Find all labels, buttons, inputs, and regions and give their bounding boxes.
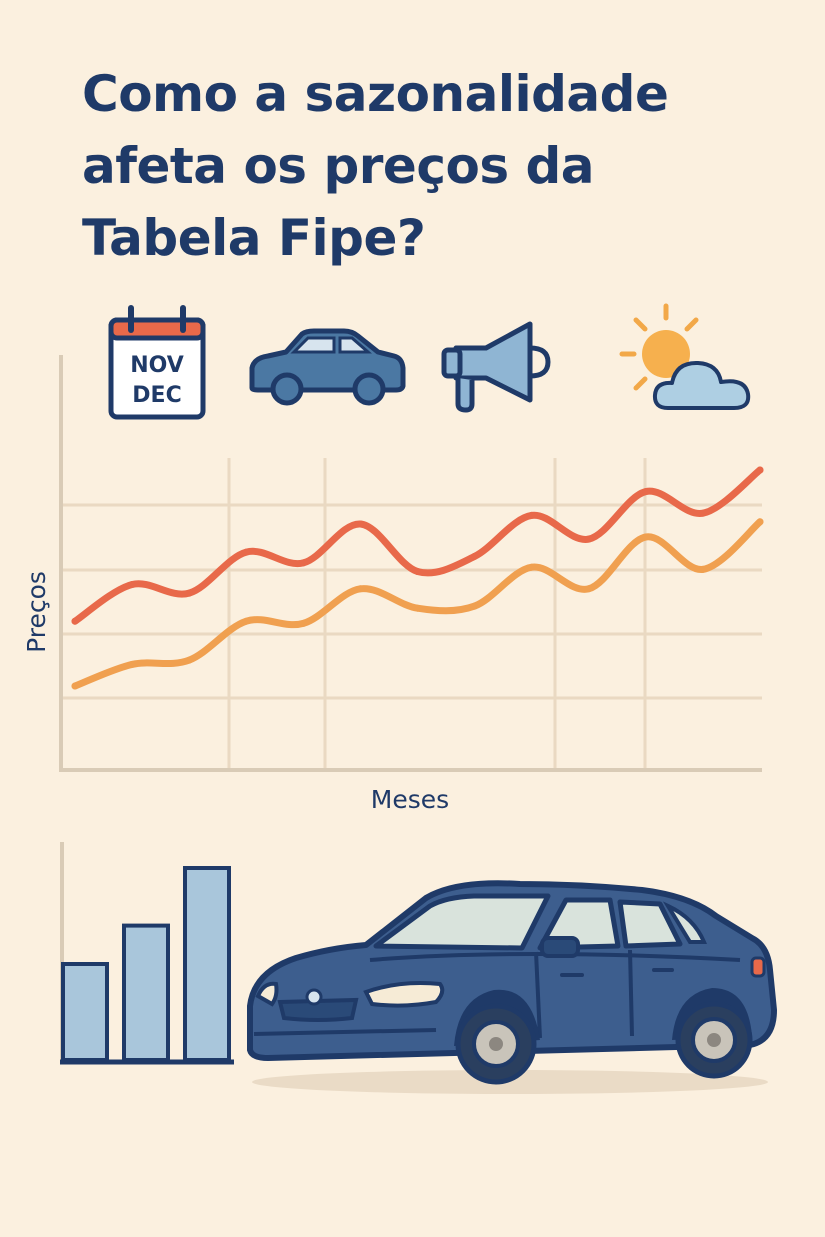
x-axis-label: Meses [371, 785, 449, 814]
title-line-1: Como a sazonalidade [82, 65, 669, 123]
series-1-point-7 [414, 568, 421, 575]
series-1-point-8 [471, 552, 479, 560]
series-2-point-7 [414, 604, 421, 612]
chart-grid [63, 458, 762, 768]
series-line-1 [71, 466, 764, 625]
series-1-point-10 [585, 535, 593, 543]
series-1-point-9 [528, 511, 536, 519]
bar-3 [183, 866, 231, 1062]
title-line-2: afeta os preços da [82, 137, 595, 195]
bar-2 [122, 923, 170, 1062]
car-illustration [247, 880, 777, 1094]
series-line-2 [71, 518, 764, 690]
megaphone-icon [441, 321, 551, 413]
calendar-icon: NOV DEC [108, 305, 206, 420]
series-2-point-2 [128, 660, 136, 668]
bars-group [60, 866, 234, 1065]
series-1-point-6 [356, 520, 364, 528]
series-1-point-2 [128, 581, 136, 588]
bar-chart [60, 842, 234, 1065]
series-2-point-11 [642, 533, 650, 541]
series-1-point-1 [71, 617, 79, 625]
car-icon [249, 328, 406, 406]
series-2-point-6 [356, 585, 364, 593]
calendar-month-2: DEC [132, 383, 181, 408]
series-2-point-13 [756, 518, 764, 526]
series-1-point-5 [299, 559, 307, 567]
series-2-point-8 [471, 602, 479, 610]
series-1-point-3 [185, 589, 193, 597]
bar-1 [61, 962, 109, 1062]
title-line-3: Tabela Fipe? [82, 209, 426, 267]
series-2-point-10 [585, 585, 593, 593]
series-2-point-5 [299, 619, 307, 627]
series-2-point-9 [528, 563, 536, 571]
line-chart: Preços Meses [22, 355, 764, 814]
series-1-point-12 [699, 509, 707, 517]
series-1-point-4 [242, 548, 250, 556]
series-1-point-13 [756, 466, 764, 474]
calendar-month-1: NOV [130, 353, 184, 378]
y-axis-label: Preços [22, 571, 51, 653]
page-title: Como a sazonalidade afeta os preços da T… [82, 58, 782, 274]
series-2-point-4 [242, 617, 250, 625]
series-2-point-1 [71, 682, 79, 690]
series-1-point-11 [642, 488, 650, 496]
series-group [71, 466, 764, 690]
sun-cloud-icon [619, 303, 751, 410]
series-2-point-3 [185, 656, 193, 664]
series-2-point-12 [699, 565, 707, 573]
